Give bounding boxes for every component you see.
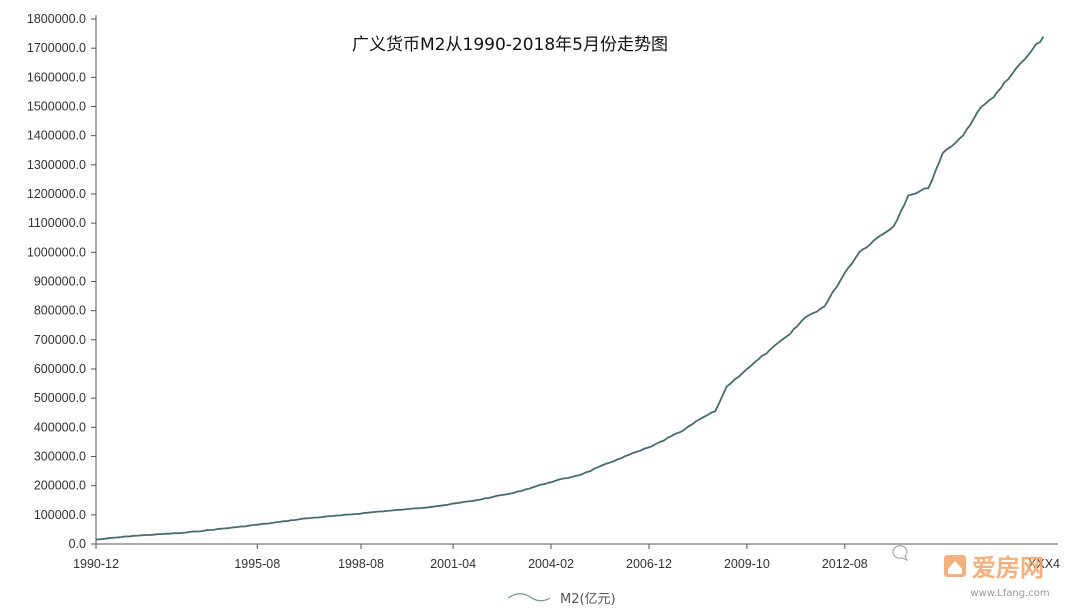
y-tick-label: 800000.0 <box>34 304 86 318</box>
y-tick-label: 1100000.0 <box>28 216 86 230</box>
y-tick-label: 1500000.0 <box>27 100 86 114</box>
y-tick-label: 300000.0 <box>34 450 86 464</box>
y-tick-label: 1200000.0 <box>27 187 86 201</box>
y-tick-label: 400000.0 <box>34 420 86 434</box>
x-tick-label: 2004-02 <box>528 557 574 571</box>
y-tick-label: 0.0 <box>69 537 86 551</box>
y-tick-label: 1600000.0 <box>27 70 86 84</box>
x-tick-label: 2009-10 <box>724 557 770 571</box>
y-tick-label: 1000000.0 <box>27 245 86 259</box>
y-tick-label: 1700000.0 <box>27 41 86 55</box>
watermark-site: www.Lfang.com <box>970 588 1049 599</box>
series-layer <box>95 36 1045 541</box>
y-axis: 0.0 100000.0 200000.0 300000.0 400000.0 50000… <box>27 12 97 551</box>
watermark: 爱房网 www.Lfang.com <box>892 545 1050 599</box>
y-tick-label: 1400000.0 <box>27 129 86 143</box>
y-tick-label: 600000.0 <box>34 362 86 376</box>
y-tick-label: 1300000.0 <box>27 158 86 172</box>
legend-label-m2: M2(亿元) <box>560 592 616 607</box>
y-tick-label: 500000.0 <box>34 391 86 405</box>
series-line-m2 <box>95 36 1045 541</box>
x-tick-label: 1995-08 <box>234 557 280 571</box>
legend-swatch-m2 <box>507 593 551 602</box>
x-tick-label: 2012-08 <box>822 557 868 571</box>
x-tick-label: 1990-12 <box>73 557 119 571</box>
x-tick-label: 2001-04 <box>430 557 476 571</box>
x-tick-label: 1998-08 <box>338 557 384 571</box>
y-tick-label: 900000.0 <box>34 275 86 289</box>
x-tick-label-partial: XXX4 <box>1028 557 1060 571</box>
watermark-brand: 爱房网 <box>972 554 1044 582</box>
y-tick-label: 700000.0 <box>34 333 86 347</box>
y-tick-label: 100000.0 <box>34 508 86 522</box>
x-axis: 1990-12 1995-08 1998-08 2001-04 2004-02 2006-… <box>73 543 1060 571</box>
y-tick-label: 200000.0 <box>34 479 86 493</box>
y-tick-label: 1800000.0 <box>27 12 86 26</box>
wechat-icon <box>892 545 909 562</box>
legend: M2(亿元) <box>507 592 616 607</box>
watermark-logo-house <box>948 561 962 574</box>
chart-title: 广义货币M2从1990-2018年5月份走势图 <box>352 35 668 55</box>
x-tick-label: 2006-12 <box>626 557 672 571</box>
